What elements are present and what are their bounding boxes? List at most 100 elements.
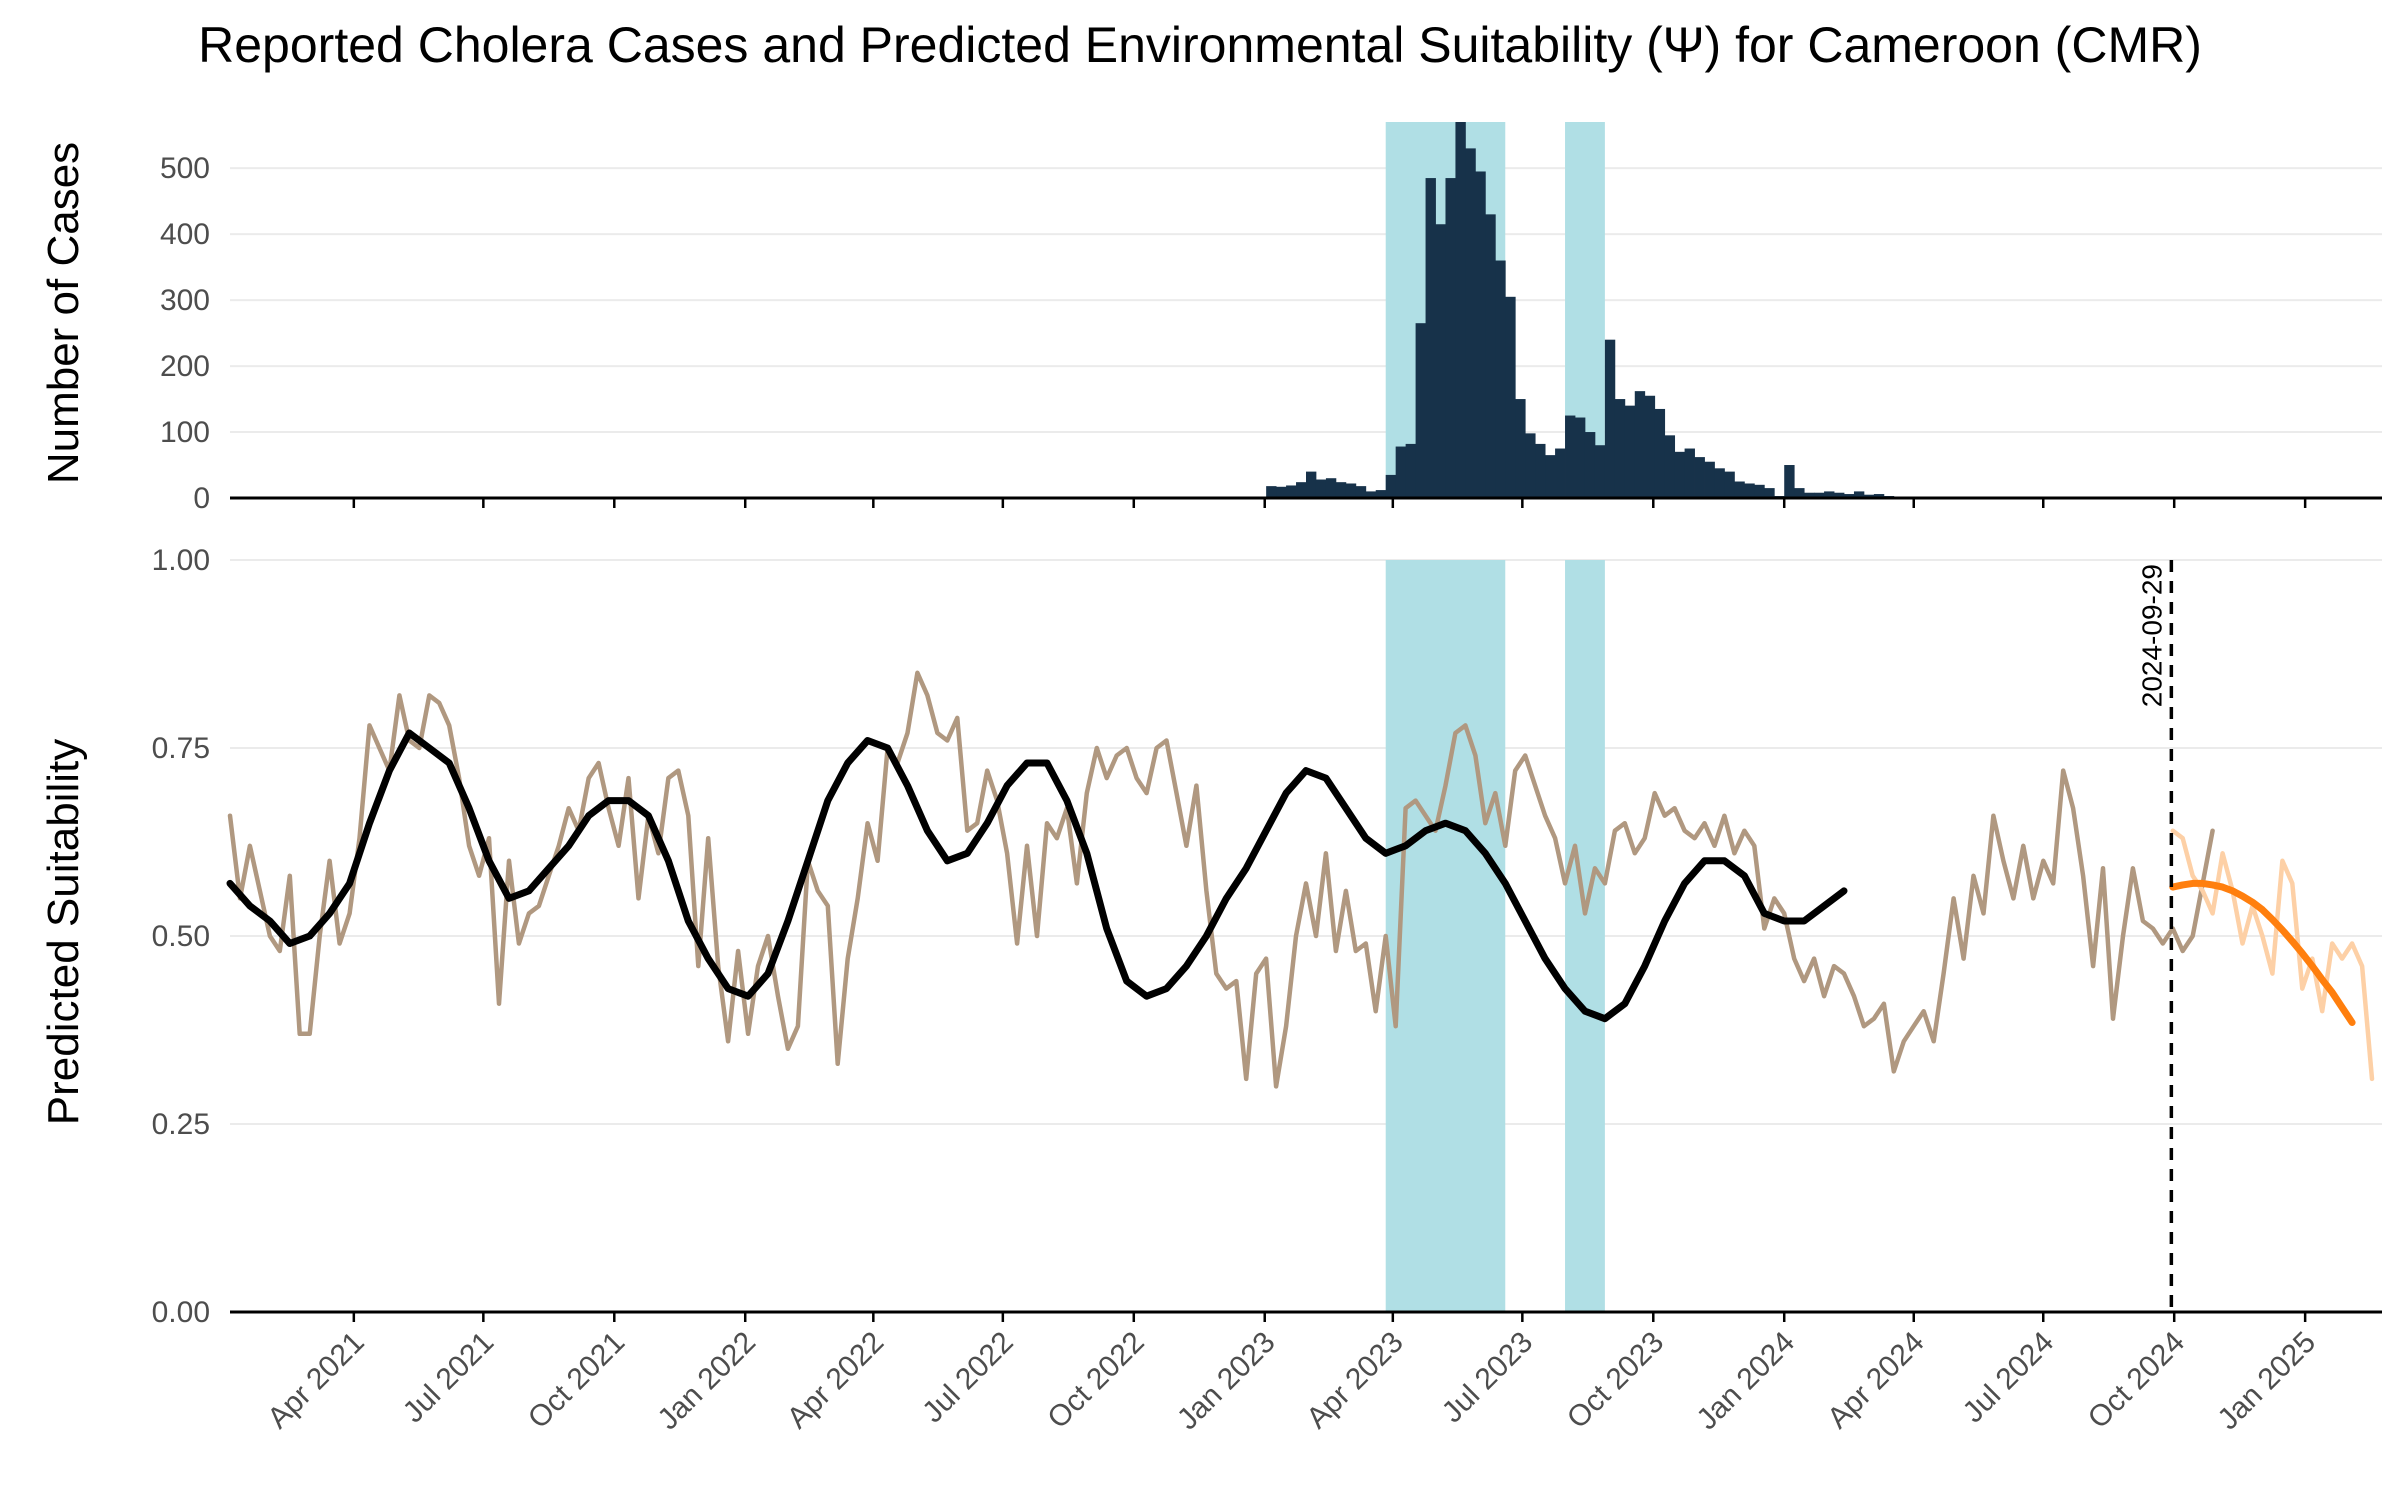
cases-y-tick-label: 400 [160,218,210,251]
case-bar [1604,339,1616,498]
case-bar [1734,481,1745,498]
x-tick-label: Apr 2022 [781,1326,890,1435]
case-bar [1465,148,1476,498]
case-bar [1644,395,1656,498]
case-bar [1435,224,1446,499]
case-bar [1844,494,1855,498]
case-bar [1853,491,1865,498]
case-bar [1575,417,1586,498]
case-bar [1266,486,1277,498]
case-bar [1425,178,1436,498]
case-bar [1634,391,1646,498]
case-bar [1684,448,1695,498]
cases-y-tick-label: 200 [160,350,210,383]
case-bar [1505,296,1516,498]
suitability-y-tick-label: 1.00 [152,544,210,577]
forecast-start-label: 2024-09-29 [2136,564,2167,707]
case-bar [1804,492,1815,498]
x-tick-label: Apr 2024 [1821,1326,1930,1435]
case-bar [1325,478,1337,498]
x-tick-label: Apr 2021 [261,1326,370,1435]
case-bar [1555,448,1566,498]
suitability-y-tick-label: 0.50 [152,920,210,953]
case-bar [1873,494,1885,498]
case-bar [1375,490,1387,498]
x-tick-label: Jan 2022 [652,1326,763,1437]
x-tick-label: Oct 2023 [1561,1326,1670,1435]
case-bar [1306,471,1317,498]
cases-y-tick-label: 500 [160,152,210,185]
cases-y-tick-label: 300 [160,284,210,317]
case-bar [1754,484,1765,498]
case-bar [1784,465,1795,498]
x-tick-label: Oct 2022 [1041,1326,1150,1435]
case-bar [1594,445,1606,498]
case-bar [1614,399,1626,498]
x-tick-label: Jan 2023 [1171,1326,1282,1437]
case-bar [1525,433,1536,498]
case-bar [1545,455,1556,498]
suitability-y-axis-label: Predicted Suitability [39,739,88,1125]
x-tick-label: Jan 2025 [2211,1326,2322,1437]
case-bar [1714,468,1725,498]
outbreak-band [1385,560,1506,1312]
x-tick-label: Jan 2024 [1691,1326,1802,1437]
case-bar [1654,408,1666,498]
case-bar [1824,491,1835,498]
case-bar [1276,486,1287,498]
case-bar [1694,457,1705,498]
cases-y-tick-label: 0 [193,482,210,515]
case-bar [1794,488,1805,498]
chart-title: Reported Cholera Cases and Predicted Env… [198,17,2202,73]
cases-panel: 0 100 200 300 400 500 [160,122,2382,515]
case-bar [1286,485,1297,498]
x-tick-label: Oct 2024 [2082,1326,2191,1435]
x-tick-label: Jul 2021 [397,1326,501,1430]
outbreak-band [1565,560,1605,1312]
cases-y-axis-label: Number of Cases [39,142,88,484]
suitability-y-tick-label: 0.00 [152,1296,210,1329]
x-tick-label: Apr 2023 [1300,1326,1409,1435]
case-bar [1515,399,1526,498]
case-bar [1455,122,1466,498]
x-tick-label: Jul 2022 [916,1326,1020,1430]
case-bar [1445,178,1456,498]
case-bar [1415,323,1426,498]
case-bar [1315,479,1327,498]
x-tick-label: Jul 2023 [1436,1326,1540,1430]
case-bar [1296,482,1307,498]
suitability-y-tick-label: 0.25 [152,1108,210,1141]
case-bar [1584,432,1596,498]
suitability-y-tick-label: 0.75 [152,732,210,765]
case-bar [1704,461,1715,498]
suitability-panel: 0.00 0.25 0.50 0.75 1.00 2024-09-29 [152,544,2382,1329]
case-bar [1405,443,1416,498]
cases-y-tick-label: 100 [160,416,210,449]
x-tick-label: Oct 2021 [522,1326,631,1435]
case-bar [1335,482,1347,498]
case-bar [1385,474,1397,498]
case-bar [1485,214,1496,498]
case-bar [1565,415,1576,498]
case-bar [1724,471,1735,498]
case-bar [1674,451,1685,498]
suitability-smooth-line [226,729,1848,1023]
case-bar [1814,492,1825,498]
case-bar [1355,486,1367,498]
case-bar [1834,492,1845,498]
case-bar [1863,494,1875,498]
x-tick-label: Jul 2024 [1957,1326,2061,1430]
case-bar [1345,483,1357,498]
case-bar [1395,446,1407,498]
forecast-raw-line [2170,828,2375,1082]
case-bar [1535,443,1546,498]
case-bar [1495,260,1506,498]
case-bar [1624,405,1636,498]
suitability-raw-line [227,670,2215,1089]
case-bar [1764,488,1775,498]
case-bar [1365,491,1377,498]
case-bar [1664,435,1676,498]
case-bar [1475,171,1486,498]
